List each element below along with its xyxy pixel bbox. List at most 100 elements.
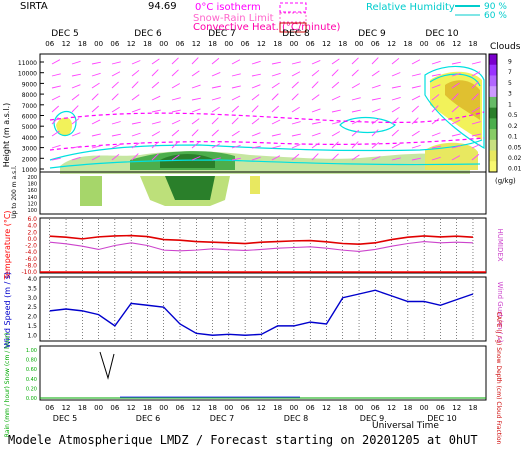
wind-arrow bbox=[331, 131, 341, 137]
wind-arrow bbox=[471, 106, 480, 113]
wind-arrow bbox=[191, 70, 200, 77]
precip-tick: 1.00 bbox=[26, 348, 37, 354]
wind-arrow bbox=[471, 81, 479, 89]
top-day-label: DEC 5 bbox=[51, 29, 79, 39]
wind-arrow bbox=[351, 83, 361, 89]
wind-arrow bbox=[111, 93, 119, 101]
legend-symbols bbox=[279, 2, 307, 33]
top-hour-label: 18 bbox=[273, 40, 282, 48]
top-hour-label: 18 bbox=[338, 40, 347, 48]
wind-arrow bbox=[231, 105, 240, 113]
wind-arrow bbox=[411, 144, 421, 149]
bottom-hour-label: 00 bbox=[159, 404, 168, 412]
precip-traces bbox=[40, 396, 486, 399]
wind-tick: 1.0 bbox=[27, 332, 37, 339]
wind-tick: 2.0 bbox=[27, 314, 37, 321]
height-tick: 11000 bbox=[18, 60, 37, 67]
wind-arrow bbox=[91, 61, 101, 65]
wind-arrow bbox=[211, 57, 220, 65]
wind-arrow bbox=[311, 121, 321, 125]
station-alt-value: 94.69 bbox=[148, 1, 177, 12]
wind-arrow bbox=[291, 144, 301, 149]
bottom-hour-label: 18 bbox=[403, 404, 412, 412]
bottom-day-label: DEC 8 bbox=[284, 414, 308, 423]
colorbar-swatch bbox=[489, 54, 497, 66]
wind-axis: 4.0 3.5 3.0 2.5 2.0 1.5 1.0 bbox=[27, 276, 37, 339]
colorbar-tick: 1 bbox=[508, 101, 512, 108]
wind-arrow bbox=[251, 60, 261, 65]
wind-arrow bbox=[251, 118, 260, 125]
top-hour-label: 12 bbox=[257, 40, 266, 48]
height-axis: 11000 10000 9000 8000 7000 6000 5000 4000 3000 20… bbox=[18, 60, 44, 214]
wind-arrow bbox=[411, 105, 419, 113]
wind-arrow bbox=[291, 61, 301, 65]
wind-arrow bbox=[451, 145, 461, 149]
wind-arrow bbox=[131, 132, 141, 137]
wind-arrow bbox=[411, 130, 420, 137]
temperature-tick: -8.0 bbox=[25, 262, 37, 269]
wind-arrow bbox=[231, 130, 240, 137]
wind-arrow bbox=[291, 106, 300, 113]
precip-panel bbox=[39, 345, 487, 401]
temperature-series bbox=[49, 234, 474, 245]
wind-arrow bbox=[411, 59, 421, 65]
cape-label: CAPE (J / g) Snow Depth (cm) Cloud Fract… bbox=[495, 312, 502, 445]
wind-arrow bbox=[91, 82, 100, 89]
wind-panel bbox=[39, 276, 487, 342]
bottom-hour-label: 06 bbox=[241, 404, 250, 412]
bottom-hour-label: 12 bbox=[387, 404, 396, 412]
temperature-axis: 6.04.02.00.0-2.0-4.0-6.0-8.0-10.0 bbox=[21, 216, 37, 276]
humidity-60: 60 % bbox=[484, 11, 507, 21]
wind-arrows bbox=[51, 57, 481, 161]
wind-arrow bbox=[91, 145, 101, 149]
precip-axis: 1.00 0.80 0.60 0.40 0.20 0.00 bbox=[26, 348, 37, 402]
wind-arrow bbox=[271, 155, 281, 161]
precip-tick: 0.60 bbox=[26, 367, 37, 373]
lower-height-tick: 120 bbox=[27, 201, 37, 207]
wind-arrow bbox=[411, 157, 421, 161]
temperature-tick: 6.0 bbox=[27, 216, 37, 223]
bottom-hour-label: 00 bbox=[355, 404, 364, 412]
wind-arrow bbox=[271, 145, 281, 149]
top-hour-label: 18 bbox=[143, 40, 152, 48]
wind-arrow bbox=[291, 71, 301, 77]
wind-arrow bbox=[171, 109, 181, 113]
temperature-tick: 4.0 bbox=[27, 223, 37, 230]
top-hour-label: 00 bbox=[289, 40, 298, 48]
lower-height-tick: 180 bbox=[27, 182, 37, 188]
wind-arrow bbox=[351, 141, 359, 149]
wind-arrow bbox=[451, 119, 461, 125]
wind-arrow bbox=[211, 129, 219, 137]
bottom-day-label: DEC 6 bbox=[136, 414, 160, 423]
bottom-hour-label: 12 bbox=[192, 404, 201, 412]
temperature-tick: -4.0 bbox=[25, 249, 37, 256]
wind-arrow bbox=[51, 85, 61, 89]
wind-arrow bbox=[471, 143, 481, 149]
wind-arrow bbox=[431, 156, 441, 161]
wind-arrow bbox=[91, 72, 101, 77]
wind-tick: 2.5 bbox=[27, 304, 37, 311]
top-day-label: DEC 7 bbox=[208, 29, 236, 39]
colorbar-swatch bbox=[489, 118, 497, 130]
wind-arrow bbox=[291, 81, 299, 89]
humidex-series bbox=[49, 240, 474, 253]
bottom-day-label: DEC 7 bbox=[210, 414, 234, 423]
wind-arrow bbox=[431, 94, 440, 101]
wind-arrow bbox=[371, 129, 379, 137]
wind-arrow bbox=[171, 83, 181, 89]
wind-arrow bbox=[211, 72, 221, 77]
wind-arrow bbox=[331, 141, 339, 149]
wind-arrow bbox=[111, 61, 121, 65]
bottom-hour-label: 00 bbox=[420, 404, 429, 412]
bottom-hour-label: 12 bbox=[452, 404, 461, 412]
wind-arrow bbox=[231, 95, 241, 101]
height-tick: 5000 bbox=[22, 124, 37, 131]
wind-arrow bbox=[451, 105, 460, 113]
footer-caption: Modele Atmospherique LMDZ / Forecast sta… bbox=[8, 433, 478, 447]
wind-arrow bbox=[351, 129, 360, 137]
wind-arrow bbox=[131, 60, 141, 65]
wind-arrow bbox=[51, 95, 61, 101]
bottom-hour-label: 18 bbox=[469, 404, 478, 412]
bottom-hour-label: 00 bbox=[94, 404, 103, 412]
height-tick: 7000 bbox=[22, 103, 37, 110]
